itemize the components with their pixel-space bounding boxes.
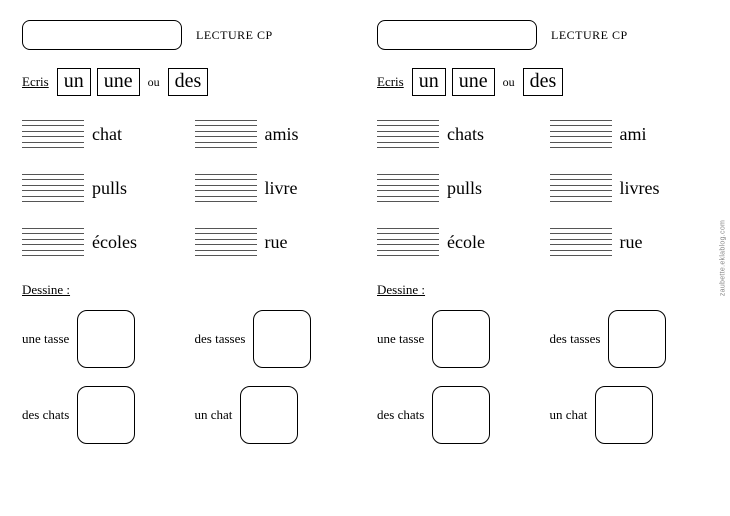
det-box-une: une [97, 68, 140, 96]
left-panel: LECTURE CP Ecris un une ou des chat amis… [10, 20, 365, 506]
writing-lines[interactable] [22, 172, 84, 204]
draw-box[interactable] [253, 310, 311, 368]
words-grid: chat amis pulls livre écoles rue [22, 118, 353, 258]
writing-lines[interactable] [22, 118, 84, 150]
writing-lines[interactable] [377, 226, 439, 258]
draw-cell: des tasses [195, 310, 354, 368]
word-label: ami [620, 124, 647, 145]
word-cell: chats [377, 118, 536, 150]
draw-label: un chat [195, 407, 233, 423]
draw-box[interactable] [432, 310, 490, 368]
det-box-des: des [168, 68, 209, 96]
ecris-label: Ecris [377, 74, 404, 90]
ou-label: ou [503, 75, 515, 90]
det-box-un: un [57, 68, 91, 96]
draw-label: un chat [550, 407, 588, 423]
draw-box[interactable] [432, 386, 490, 444]
word-cell: ami [550, 118, 709, 150]
right-panel: LECTURE CP Ecris un une ou des chats ami… [365, 20, 720, 506]
word-cell: écoles [22, 226, 181, 258]
draw-label: des tasses [550, 331, 601, 347]
word-label: amis [265, 124, 299, 145]
word-label: livre [265, 178, 298, 199]
draw-cell: des chats [377, 386, 536, 444]
word-label: pulls [447, 178, 482, 199]
word-cell: pulls [22, 172, 181, 204]
credit-text: zaubette.eklablog.com [719, 220, 726, 296]
draw-grid: une tasse des tasses des chats un chat [22, 310, 353, 444]
dessine-label: Dessine : [22, 282, 353, 298]
ecris-row: Ecris un une ou des [377, 68, 708, 96]
word-label: chats [447, 124, 484, 145]
draw-cell: des tasses [550, 310, 709, 368]
ou-label: ou [148, 75, 160, 90]
word-label: rue [620, 232, 643, 253]
writing-lines[interactable] [550, 118, 612, 150]
name-field-box[interactable] [377, 20, 537, 50]
header-row: LECTURE CP [22, 20, 353, 50]
word-cell: rue [195, 226, 354, 258]
writing-lines[interactable] [377, 172, 439, 204]
words-grid: chats ami pulls livres école rue [377, 118, 708, 258]
word-cell: amis [195, 118, 354, 150]
draw-cell: une tasse [377, 310, 536, 368]
ecris-row: Ecris un une ou des [22, 68, 353, 96]
word-cell: rue [550, 226, 709, 258]
writing-lines[interactable] [550, 226, 612, 258]
draw-cell: des chats [22, 386, 181, 444]
draw-label: une tasse [377, 331, 424, 347]
det-box-des: des [523, 68, 564, 96]
subtitle: LECTURE CP [551, 28, 628, 43]
det-box-un: un [412, 68, 446, 96]
word-label: écoles [92, 232, 137, 253]
word-cell: livre [195, 172, 354, 204]
worksheet: LECTURE CP Ecris un une ou des chat amis… [0, 0, 730, 516]
word-label: chat [92, 124, 122, 145]
draw-cell: un chat [550, 386, 709, 444]
ecris-label: Ecris [22, 74, 49, 90]
det-box-une: une [452, 68, 495, 96]
header-row: LECTURE CP [377, 20, 708, 50]
draw-grid: une tasse des tasses des chats un chat [377, 310, 708, 444]
word-cell: pulls [377, 172, 536, 204]
draw-cell: une tasse [22, 310, 181, 368]
name-field-box[interactable] [22, 20, 182, 50]
writing-lines[interactable] [195, 118, 257, 150]
draw-label: des chats [22, 407, 69, 423]
draw-box[interactable] [77, 310, 135, 368]
draw-box[interactable] [240, 386, 298, 444]
writing-lines[interactable] [195, 172, 257, 204]
word-cell: livres [550, 172, 709, 204]
draw-cell: un chat [195, 386, 354, 444]
writing-lines[interactable] [550, 172, 612, 204]
word-label: école [447, 232, 485, 253]
draw-box[interactable] [595, 386, 653, 444]
word-label: pulls [92, 178, 127, 199]
word-label: livres [620, 178, 660, 199]
draw-label: une tasse [22, 331, 69, 347]
writing-lines[interactable] [195, 226, 257, 258]
word-cell: chat [22, 118, 181, 150]
draw-box[interactable] [608, 310, 666, 368]
draw-label: des chats [377, 407, 424, 423]
word-label: rue [265, 232, 288, 253]
word-cell: école [377, 226, 536, 258]
subtitle: LECTURE CP [196, 28, 273, 43]
writing-lines[interactable] [22, 226, 84, 258]
draw-label: des tasses [195, 331, 246, 347]
dessine-label: Dessine : [377, 282, 708, 298]
writing-lines[interactable] [377, 118, 439, 150]
draw-box[interactable] [77, 386, 135, 444]
